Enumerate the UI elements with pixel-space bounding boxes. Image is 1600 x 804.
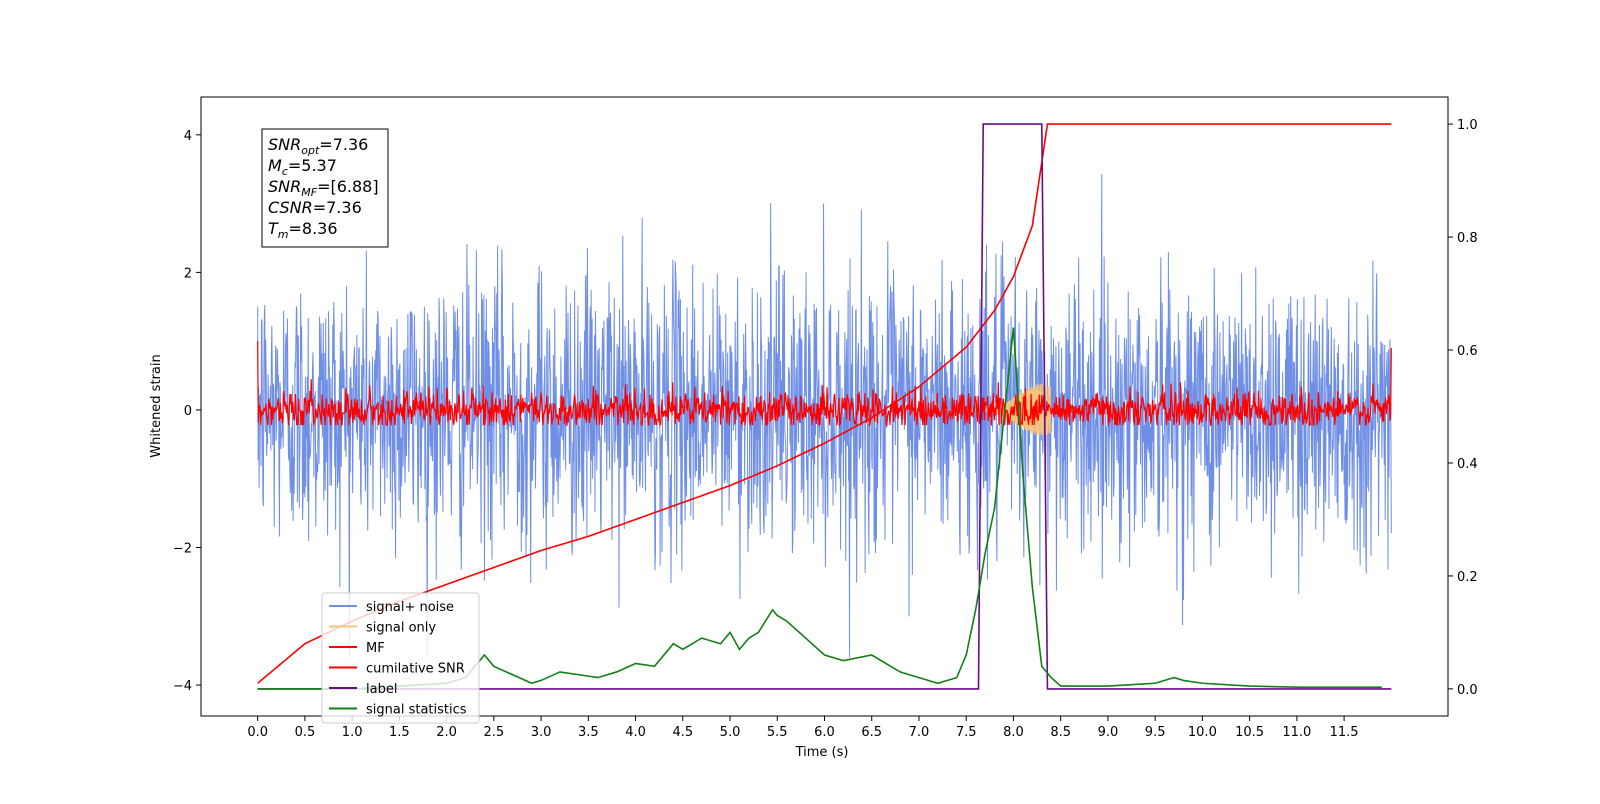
y-axis-right-ticks: 1.0 0.8 0.6 0.4 0.2 0.0 bbox=[1448, 118, 1478, 698]
y-axis-left-ticks: 4 2 0 −2 −4 bbox=[173, 129, 201, 694]
legend-label: signal statistics bbox=[366, 703, 467, 718]
y-right-tick-label: 0.6 bbox=[1457, 344, 1478, 359]
x-tick-label: 7.5 bbox=[956, 725, 977, 740]
x-tick-label: 8.0 bbox=[1003, 725, 1024, 740]
legend: signal+ noise signal only MF cumilative SNR… bbox=[321, 592, 480, 724]
x-axis-label: Time (s) bbox=[795, 745, 849, 760]
y-right-tick-label: 1.0 bbox=[1457, 118, 1478, 133]
x-tick-label: 4.0 bbox=[625, 725, 646, 740]
x-tick-label: 3.5 bbox=[578, 725, 599, 740]
legend-label: signal only bbox=[366, 621, 436, 636]
y-left-tick-label: 0 bbox=[184, 404, 192, 419]
info-line: SNRMF=[6.88] bbox=[268, 177, 379, 199]
x-axis-ticks: 0.0 0.5 1.0 1.5 2.0 2.5 3.0 3.5 4.0 4.5 5.0 5.5 6.0 6… bbox=[247, 716, 1359, 740]
series-signal-statistics bbox=[257, 327, 1382, 690]
series-label bbox=[257, 123, 1392, 690]
x-tick-label: 6.0 bbox=[814, 725, 835, 740]
x-tick-label: 11.0 bbox=[1282, 725, 1311, 740]
y-right-tick-label: 0.8 bbox=[1457, 231, 1478, 246]
x-tick-label: 2.0 bbox=[436, 725, 457, 740]
info-line: Tm=8.36 bbox=[268, 219, 338, 241]
x-tick-label: 2.5 bbox=[484, 725, 505, 740]
y-right-tick-label: 0.0 bbox=[1457, 683, 1478, 698]
info-box-frame bbox=[261, 128, 389, 248]
x-tick-label: 0.0 bbox=[247, 725, 268, 740]
legend-label: MF bbox=[366, 641, 385, 656]
y-left-tick-label: −2 bbox=[173, 541, 192, 556]
y-right-tick-label: 0.2 bbox=[1457, 570, 1478, 585]
info-line: Mc=5.37 bbox=[268, 156, 337, 178]
info-line: SNRopt=7.36 bbox=[268, 135, 368, 157]
x-tick-label: 1.0 bbox=[342, 725, 363, 740]
x-tick-label: 4.5 bbox=[672, 725, 693, 740]
y-right-tick-label: 0.4 bbox=[1457, 457, 1478, 472]
y-left-tick-label: 2 bbox=[184, 266, 192, 281]
series-mf bbox=[257, 341, 1392, 428]
x-tick-label: 11.5 bbox=[1330, 725, 1359, 740]
x-tick-label: 1.5 bbox=[389, 725, 410, 740]
x-tick-label: 5.0 bbox=[720, 725, 741, 740]
x-tick-label: 6.5 bbox=[861, 725, 882, 740]
y-axis-left-label: Whitened strain bbox=[149, 354, 164, 457]
info-line: CSNR=7.36 bbox=[268, 198, 362, 217]
x-tick-label: 5.5 bbox=[767, 725, 788, 740]
legend-label: signal+ noise bbox=[366, 600, 454, 615]
x-tick-label: 3.0 bbox=[531, 725, 552, 740]
x-tick-label: 9.5 bbox=[1145, 725, 1166, 740]
legend-frame bbox=[321, 592, 480, 724]
x-tick-label: 10.0 bbox=[1188, 725, 1217, 740]
y-left-tick-label: 4 bbox=[184, 129, 192, 144]
legend-label: cumilative SNR bbox=[366, 662, 465, 677]
y-left-tick-label: −4 bbox=[173, 679, 192, 694]
x-tick-label: 10.5 bbox=[1235, 725, 1264, 740]
legend-label: label bbox=[366, 682, 397, 697]
x-tick-label: 9.0 bbox=[1098, 725, 1119, 740]
x-tick-label: 7.0 bbox=[909, 725, 930, 740]
x-tick-label: 8.5 bbox=[1050, 725, 1071, 740]
x-tick-label: 0.5 bbox=[295, 725, 316, 740]
